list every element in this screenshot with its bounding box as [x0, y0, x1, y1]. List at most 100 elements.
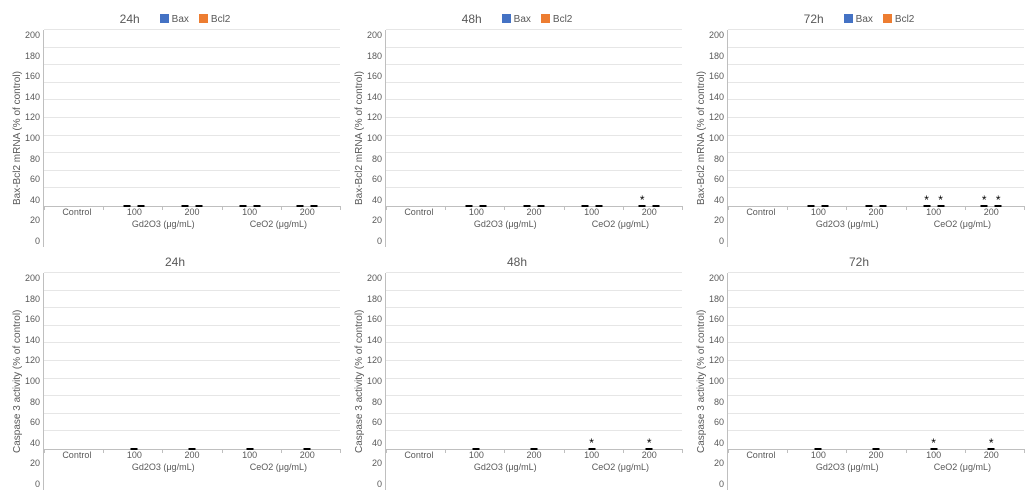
y-axis-label: Caspase 3 activity (% of control) — [10, 273, 25, 490]
panel-title: 72h — [849, 255, 869, 269]
legend-swatch — [541, 14, 550, 23]
x-cat-label: 200 — [962, 450, 1020, 460]
x-tick — [728, 206, 729, 210]
y-tick-label: 20 — [709, 215, 724, 225]
x-tick — [103, 449, 104, 453]
x-tick — [965, 449, 966, 453]
x-tick — [340, 206, 341, 210]
panel-title-row: 72h — [694, 253, 1024, 271]
x-tick — [787, 206, 788, 210]
x-cat-row: Control100200100200 — [386, 450, 682, 460]
x-axis-labels: Control100200100200 Gd2O3 (μg/mL)CeO2 (μg… — [386, 450, 682, 490]
plot-wrap: ****Control100200100200Gd2O3 (μg/mL)CeO2… — [727, 30, 1024, 247]
x-cat-row: Control100200100200 — [44, 450, 340, 460]
x-cat-label: 100 — [905, 450, 963, 460]
chart-area: Bax-Bcl2 mRNA (% of control)200180160140… — [694, 30, 1024, 247]
x-group-label: CeO2 (μg/mL) — [905, 219, 1020, 229]
x-tick — [906, 449, 907, 453]
y-tick-label: 160 — [25, 71, 40, 81]
x-group-label — [390, 462, 448, 472]
y-tick-label: 100 — [709, 133, 724, 143]
x-tick — [906, 206, 907, 210]
panel-title-row: 48h — [352, 253, 682, 271]
legend-item: Bcl2 — [883, 14, 914, 25]
x-cat-label: 100 — [563, 450, 621, 460]
y-tick-label: 140 — [25, 335, 40, 345]
y-tick-label: 0 — [709, 236, 724, 246]
x-group-label: Gd2O3 (μg/mL) — [106, 462, 221, 472]
y-tick-label: 200 — [367, 273, 382, 283]
y-tick-label: 40 — [709, 195, 724, 205]
x-cat-label: 200 — [962, 207, 1020, 217]
x-group-row: Gd2O3 (μg/mL)CeO2 (μg/mL) — [728, 219, 1024, 229]
x-group-row: Gd2O3 (μg/mL)CeO2 (μg/mL) — [44, 462, 340, 472]
x-group-label: CeO2 (μg/mL) — [221, 219, 336, 229]
x-cat-label: Control — [48, 207, 106, 217]
panel-title: 72h — [804, 12, 824, 26]
y-tick-label: 60 — [367, 417, 382, 427]
x-tick — [386, 206, 387, 210]
x-group-label — [732, 462, 790, 472]
bars-container: ** — [386, 273, 682, 449]
y-tick-label: 180 — [367, 294, 382, 304]
x-group-row: Gd2O3 (μg/mL)CeO2 (μg/mL) — [386, 219, 682, 229]
x-tick — [682, 449, 683, 453]
x-axis-labels: Control100200100200 Gd2O3 (μg/mL)CeO2 (μg… — [728, 450, 1024, 490]
y-tick-label: 100 — [709, 376, 724, 386]
x-tick — [682, 206, 683, 210]
x-tick — [623, 449, 624, 453]
significance-star: * — [640, 194, 645, 206]
x-group-row: Gd2O3 (μg/mL)CeO2 (μg/mL) — [386, 462, 682, 472]
legend-swatch — [844, 14, 853, 23]
x-tick — [504, 449, 505, 453]
y-tick-label: 80 — [709, 397, 724, 407]
y-tick-label: 160 — [367, 71, 382, 81]
y-tick-label: 140 — [367, 335, 382, 345]
x-axis-labels: Control100200100200Gd2O3 (μg/mL)CeO2 (μg… — [386, 207, 682, 247]
y-tick-label: 160 — [367, 314, 382, 324]
x-cat-label: 100 — [905, 207, 963, 217]
x-group-label: Gd2O3 (μg/mL) — [790, 462, 905, 472]
x-cat-row: Control100200100200 — [728, 450, 1024, 460]
y-tick-label: 20 — [25, 215, 40, 225]
x-cat-label: 100 — [106, 450, 164, 460]
y-tick-label: 100 — [25, 376, 40, 386]
panel-title-row: 72hBaxBcl2 — [694, 10, 1024, 28]
x-cat-label: 200 — [620, 450, 678, 460]
y-axis-ticks: 200180160140120100806040200 — [25, 30, 43, 247]
x-tick — [44, 449, 45, 453]
y-tick-label: 60 — [25, 417, 40, 427]
x-group-label: Gd2O3 (μg/mL) — [448, 462, 563, 472]
significance-star: * — [589, 437, 594, 449]
x-tick — [386, 449, 387, 453]
x-cat-label: 100 — [106, 207, 164, 217]
y-tick-label: 120 — [367, 355, 382, 365]
bars-container — [44, 30, 340, 206]
x-cat-label: 100 — [790, 450, 848, 460]
y-tick-label: 60 — [709, 417, 724, 427]
x-cat-label: 200 — [505, 207, 563, 217]
panel-title: 48h — [462, 12, 482, 26]
y-tick-label: 120 — [709, 355, 724, 365]
plot-area — [44, 273, 340, 450]
y-tick-label: 200 — [25, 273, 40, 283]
panel-title: 24h — [165, 255, 185, 269]
x-group-row: Gd2O3 (μg/mL)CeO2 (μg/mL) — [728, 462, 1024, 472]
y-axis-label: Bax-Bcl2 mRNA (% of control) — [694, 30, 709, 247]
x-tick — [222, 449, 223, 453]
y-tick-label: 100 — [367, 133, 382, 143]
x-axis-labels: Control100200100200 Gd2O3 (μg/mL)CeO2 (μg… — [44, 450, 340, 490]
x-tick — [787, 449, 788, 453]
x-cat-label: 200 — [163, 450, 221, 460]
x-cat-label: 200 — [620, 207, 678, 217]
y-tick-label: 80 — [709, 154, 724, 164]
x-group-label: CeO2 (μg/mL) — [905, 462, 1020, 472]
chart-panel: 72hBaxBcl2Bax-Bcl2 mRNA (% of control)20… — [694, 10, 1024, 247]
y-tick-label: 160 — [709, 314, 724, 324]
x-cat-label: 200 — [847, 450, 905, 460]
bars-container: ** — [728, 273, 1024, 449]
y-tick-label: 0 — [25, 479, 40, 489]
y-axis-ticks: 200180160140120100806040200 — [25, 273, 43, 490]
x-group-label — [390, 219, 448, 229]
y-tick-label: 200 — [367, 30, 382, 40]
